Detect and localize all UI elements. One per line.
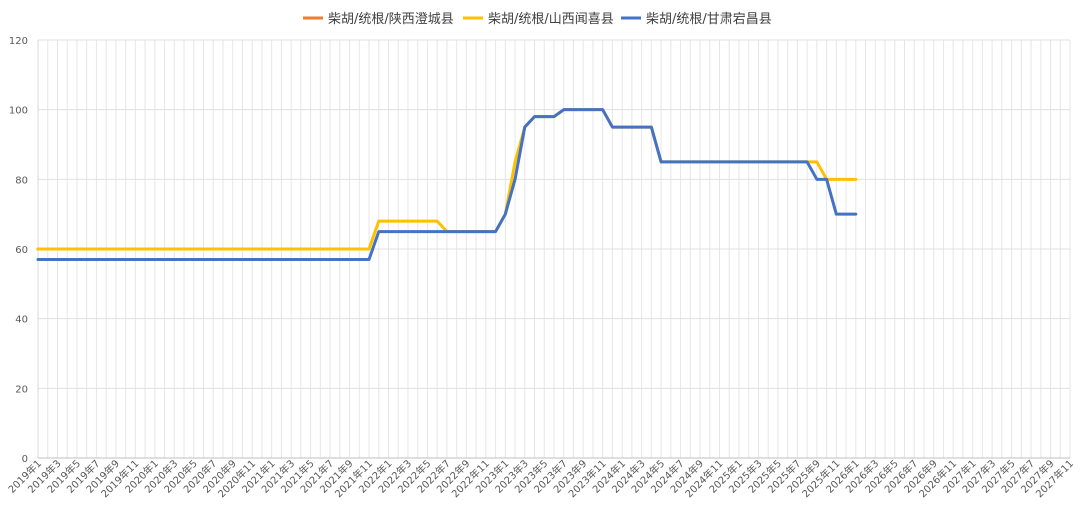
legend-label: 柴胡/统根/甘肃宕昌县 [646, 12, 772, 27]
legend-label: 柴胡/统根/陕西澄城县 [328, 12, 454, 27]
series-line-3 [36, 108, 858, 261]
legend: 柴胡/统根/陕西澄城县 柴胡/统根/山西闻喜县 柴胡/统根/甘肃宕昌县 [303, 12, 772, 27]
legend-item-3: 柴胡/统根/甘肃宕昌县 [621, 12, 772, 27]
y-tick-label: 60 [15, 245, 28, 256]
legend-label: 柴胡/统根/山西闻喜县 [488, 12, 614, 27]
legend-item-2: 柴胡/统根/山西闻喜县 [463, 12, 614, 27]
axes: 0204060801001202019年12019年32019年52019年72… [5, 36, 1076, 500]
y-tick-label: 120 [9, 36, 28, 47]
y-tick-label: 0 [22, 454, 28, 465]
series-lines [36, 108, 858, 261]
y-tick-label: 20 [15, 384, 28, 395]
y-tick-label: 40 [15, 315, 28, 326]
legend-item-1: 柴胡/统根/陕西澄城县 [303, 12, 454, 27]
y-tick-label: 100 [9, 106, 28, 117]
y-tick-label: 80 [15, 175, 28, 186]
